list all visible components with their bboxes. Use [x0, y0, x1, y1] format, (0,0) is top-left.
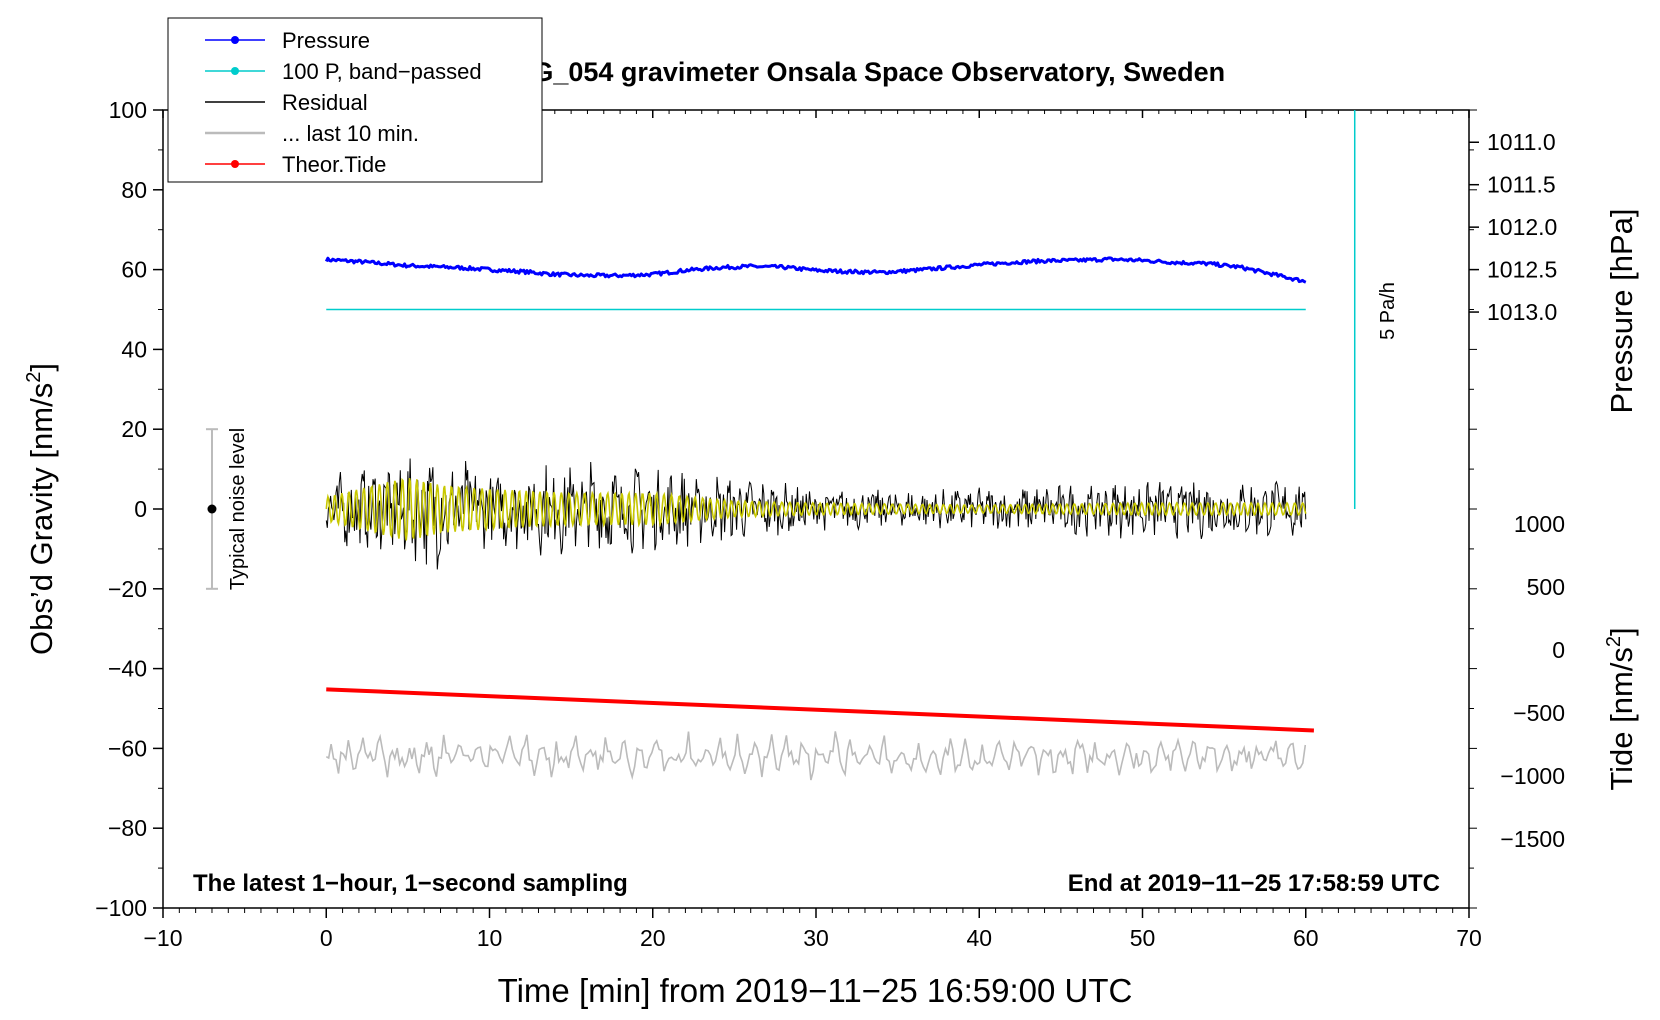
pressure-series — [324, 256, 1307, 284]
y-axis-label-tide-tail: ] — [1604, 627, 1639, 636]
y-axis-label-tide-text: Tide [nm/s — [1604, 647, 1639, 791]
noise-bar-point — [207, 504, 217, 514]
pressure-tick-label: 1012.0 — [1487, 214, 1557, 240]
y-tick-label: 0 — [134, 496, 147, 522]
pressure-tick-label: 1013.0 — [1487, 299, 1557, 325]
y-axis-label-tide: Tide [nm/s2] — [1603, 627, 1639, 790]
y-tick-label: 40 — [121, 336, 147, 362]
legend-swatch-marker — [231, 36, 239, 44]
pressure-tick-label: 1011.0 — [1487, 129, 1556, 155]
legend-label: ... last 10 min. — [282, 121, 419, 146]
y-axis-label-left-text: Obs’d Gravity [nm/s — [24, 383, 59, 655]
legend-swatch-marker — [231, 160, 239, 168]
x-tick-label: 10 — [477, 925, 503, 951]
legend-items: Pressure 100 P, band−passed Residual ... la… — [205, 28, 482, 177]
theor-tide-series — [326, 687, 1314, 733]
pressure-tick-label: 1011.5 — [1487, 172, 1556, 198]
last-10-min-series — [325, 731, 1307, 781]
tide-tick-label: −500 — [1513, 700, 1565, 726]
y-tick-label: 20 — [121, 416, 147, 442]
y-axis-label-tide-sup: 2 — [1603, 636, 1625, 647]
y-tick-label: 60 — [121, 257, 147, 283]
y-axis-label-pressure: Pressure [hPa] — [1604, 208, 1639, 413]
x-tick-label: 30 — [803, 925, 829, 951]
x-tick-label: 20 — [640, 925, 666, 951]
residual-bandpassed-series — [325, 477, 1307, 541]
axis-ticks: −10 0 10 20 30 40 50 60 70−100−80−60−40−20020406… — [95, 97, 1565, 951]
y-tick-label: 80 — [121, 177, 147, 203]
y-tick-label: −100 — [95, 895, 147, 921]
tide-tick-label: 1000 — [1514, 511, 1565, 537]
legend-label: 100 P, band−passed — [282, 59, 482, 84]
data-series — [205, 110, 1356, 781]
legend: Pressure 100 P, band−passed Residual ... la… — [167, 17, 543, 183]
y-tick-label: −60 — [108, 735, 147, 761]
x-tick-label: 50 — [1130, 925, 1156, 951]
pressure-tick-label: 1012.5 — [1487, 257, 1557, 283]
x-tick-label: 70 — [1456, 925, 1482, 951]
x-tick-label: −10 — [143, 925, 182, 951]
y-axis-label-left-tail: ] — [24, 363, 59, 372]
legend-label: Theor.Tide — [282, 152, 386, 177]
footer-left: The latest 1−hour, 1−second sampling — [193, 870, 628, 897]
tide-tick-label: −1000 — [1500, 763, 1565, 789]
y-axis-label-left-sup: 2 — [23, 372, 45, 383]
footer-right: End at 2019−11−25 17:58:59 UTC — [1068, 870, 1440, 897]
legend-box — [167, 17, 543, 183]
tide-tick-label: −1500 — [1500, 826, 1565, 852]
x-tick-label: 40 — [966, 925, 992, 951]
x-tick-label: 0 — [320, 925, 333, 951]
y-tick-label: 100 — [109, 97, 147, 123]
x-axis-label: Time [min] from 2019−11−25 16:59:00 UTC — [498, 972, 1133, 1009]
noise-level-label: Typical noise level — [227, 428, 249, 590]
y-axis-label-left: Obs’d Gravity [nm/s2] — [23, 363, 59, 655]
x-tick-label: 60 — [1293, 925, 1319, 951]
legend-label: Pressure — [282, 28, 370, 53]
y-tick-label: −80 — [108, 815, 147, 841]
rate-marker-label: 5 Pa/h — [1377, 282, 1399, 340]
y-tick-label: −20 — [108, 576, 147, 602]
legend-label: Residual — [282, 90, 368, 115]
legend-swatch-marker — [231, 67, 239, 75]
chart-title: SCG_054 gravimeter Onsala Space Observat… — [495, 57, 1225, 87]
y-tick-label: −40 — [108, 656, 147, 682]
tide-tick-label: 0 — [1552, 637, 1565, 663]
tide-tick-label: 500 — [1527, 574, 1565, 600]
